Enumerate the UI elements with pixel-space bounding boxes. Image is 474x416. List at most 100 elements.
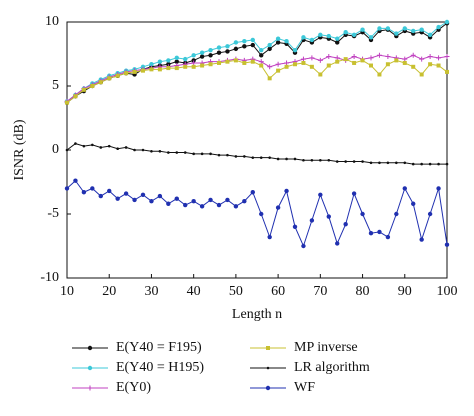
marker <box>428 62 433 67</box>
marker <box>309 55 315 61</box>
marker <box>335 59 340 64</box>
marker <box>419 27 424 32</box>
marker <box>233 46 239 52</box>
marker <box>124 71 129 76</box>
marker <box>132 197 137 203</box>
marker <box>395 161 398 165</box>
marker <box>226 153 229 157</box>
legend-label: E(Y40 = H195) <box>116 360 204 375</box>
marker <box>115 196 120 201</box>
marker <box>209 152 212 156</box>
marker <box>369 63 373 68</box>
marker <box>394 211 399 217</box>
marker <box>242 39 247 44</box>
marker <box>344 160 347 163</box>
marker <box>216 202 222 208</box>
marker <box>385 234 391 240</box>
marker <box>132 69 137 74</box>
marker <box>183 202 188 208</box>
marker <box>81 190 87 195</box>
marker <box>427 54 433 60</box>
marker <box>351 191 357 196</box>
marker <box>133 148 136 152</box>
marker <box>81 87 86 92</box>
marker <box>174 59 179 64</box>
marker <box>419 237 424 242</box>
marker <box>157 67 162 72</box>
marker <box>90 84 95 88</box>
marker <box>250 42 255 48</box>
marker <box>267 64 273 70</box>
x-tick-label: 40 <box>187 284 201 299</box>
marker <box>166 201 171 206</box>
marker <box>73 94 78 99</box>
marker <box>285 157 288 161</box>
marker <box>183 151 187 154</box>
marker <box>242 44 247 49</box>
marker <box>123 191 129 196</box>
marker <box>276 157 280 161</box>
legend-marker <box>265 385 271 391</box>
marker <box>259 63 264 68</box>
marker <box>444 54 450 60</box>
marker <box>65 100 69 105</box>
marker <box>368 55 374 61</box>
marker <box>140 64 146 70</box>
marker <box>343 57 348 62</box>
marker <box>141 68 145 73</box>
marker <box>326 54 332 60</box>
marker <box>420 162 423 166</box>
marker <box>436 24 441 30</box>
marker <box>200 152 204 156</box>
marker <box>385 54 391 60</box>
marker <box>259 156 263 159</box>
marker <box>258 59 264 65</box>
y-axis-label: ISNR (dB) <box>12 119 27 180</box>
x-axis-label: Length n <box>232 307 282 322</box>
marker <box>368 231 374 236</box>
marker <box>326 214 331 219</box>
marker <box>251 156 255 159</box>
series-line <box>66 58 448 104</box>
marker <box>191 53 196 58</box>
y-tick-label: -5 <box>47 206 59 221</box>
marker <box>343 222 348 227</box>
y-tick-label: 10 <box>45 14 59 29</box>
legend-label: LR algorithm <box>294 360 370 375</box>
marker <box>225 49 230 54</box>
y-tick-label: -10 <box>40 270 59 285</box>
marker <box>242 199 247 204</box>
marker <box>360 211 365 217</box>
marker <box>116 147 119 151</box>
marker <box>259 47 264 53</box>
marker <box>411 201 416 206</box>
marker <box>275 61 281 67</box>
marker <box>233 204 239 209</box>
marker <box>368 35 374 40</box>
marker <box>436 186 441 191</box>
marker <box>90 186 95 191</box>
marker <box>402 186 407 191</box>
marker <box>437 162 440 166</box>
x-tick-label: 60 <box>271 284 285 299</box>
legend-marker <box>87 385 93 391</box>
marker <box>427 32 433 37</box>
marker <box>334 55 340 61</box>
marker <box>140 192 146 197</box>
marker <box>292 47 298 53</box>
marker <box>444 242 450 247</box>
legend-marker <box>87 365 93 371</box>
marker <box>275 36 281 41</box>
marker <box>275 205 281 210</box>
marker <box>98 193 103 199</box>
legend-marker <box>266 346 270 350</box>
marker <box>149 67 154 72</box>
marker <box>107 76 112 81</box>
marker <box>376 52 382 58</box>
marker <box>250 190 255 195</box>
marker <box>318 32 323 37</box>
marker <box>191 60 197 66</box>
marker <box>352 60 357 65</box>
marker <box>74 142 77 145</box>
